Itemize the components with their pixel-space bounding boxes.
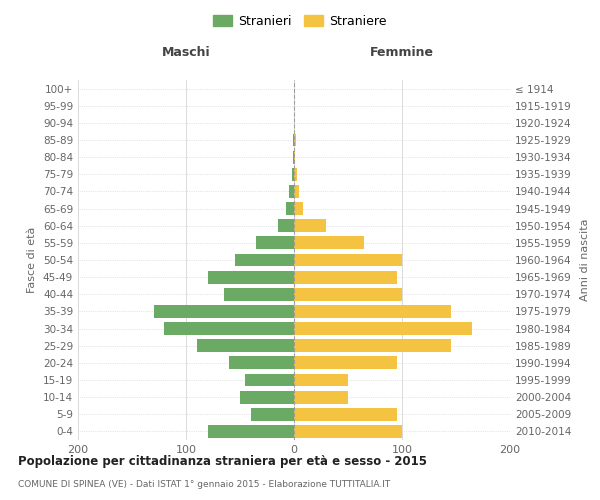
Bar [294, 288, 402, 300]
Bar [294, 202, 302, 215]
Text: Popolazione per cittadinanza straniera per età e sesso - 2015: Popolazione per cittadinanza straniera p… [18, 455, 427, 468]
Text: Femmine: Femmine [370, 46, 434, 59]
Bar [294, 305, 451, 318]
Bar [294, 390, 348, 404]
Bar [197, 340, 294, 352]
Bar [294, 356, 397, 370]
Bar [294, 374, 348, 386]
Bar [294, 150, 295, 164]
Bar [224, 288, 294, 300]
Y-axis label: Fasce di età: Fasce di età [28, 227, 37, 293]
Bar [294, 254, 402, 266]
Bar [208, 270, 294, 283]
Bar [294, 134, 296, 146]
Bar [240, 390, 294, 404]
Bar [292, 168, 294, 180]
Text: Maschi: Maschi [161, 46, 211, 59]
Bar [294, 236, 364, 250]
Bar [154, 305, 294, 318]
Bar [278, 220, 294, 232]
Bar [294, 185, 299, 198]
Y-axis label: Anni di nascita: Anni di nascita [580, 219, 590, 301]
Bar [208, 425, 294, 438]
Bar [293, 134, 294, 146]
Bar [294, 340, 451, 352]
Bar [293, 150, 294, 164]
Bar [289, 185, 294, 198]
Bar [294, 270, 397, 283]
Bar [245, 374, 294, 386]
Legend: Stranieri, Straniere: Stranieri, Straniere [209, 11, 391, 32]
Bar [294, 425, 402, 438]
Bar [256, 236, 294, 250]
Bar [235, 254, 294, 266]
Bar [229, 356, 294, 370]
Bar [294, 322, 472, 335]
Bar [294, 168, 297, 180]
Bar [164, 322, 294, 335]
Bar [294, 408, 397, 420]
Bar [294, 220, 326, 232]
Text: COMUNE DI SPINEA (VE) - Dati ISTAT 1° gennaio 2015 - Elaborazione TUTTITALIA.IT: COMUNE DI SPINEA (VE) - Dati ISTAT 1° ge… [18, 480, 390, 489]
Bar [286, 202, 294, 215]
Bar [251, 408, 294, 420]
